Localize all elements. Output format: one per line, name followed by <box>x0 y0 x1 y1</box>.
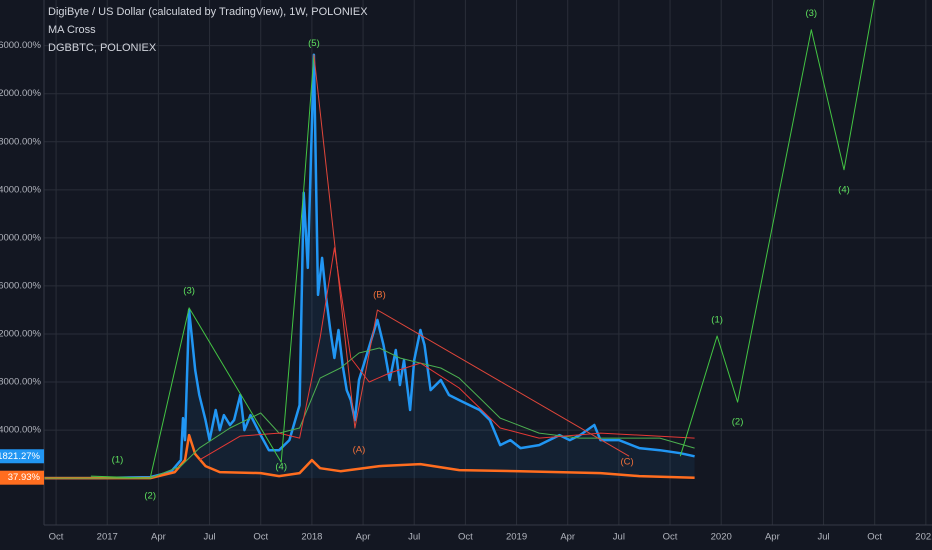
x-tick-label: Apr <box>151 532 166 543</box>
y-tick-label: 4000.00% <box>0 425 42 436</box>
wave-label: (C) <box>620 457 633 468</box>
wave-label: (4) <box>275 462 287 473</box>
x-tick-label: Jul <box>408 532 420 543</box>
wave-label: (1) <box>112 455 124 466</box>
x-tick-label: Apr <box>560 532 575 543</box>
y-tick-label: 20000.00% <box>0 232 42 243</box>
price-tag <box>0 449 44 464</box>
y-tick-label: 12000.00% <box>0 328 42 339</box>
area <box>44 54 695 479</box>
price-tag <box>0 470 44 485</box>
wave-label: (3) <box>805 8 817 19</box>
x-tick-label: Jul <box>613 532 625 543</box>
plot-area: (1) (2) (3) (4) (5) (A) (B) (C) (1) (2) (3) (4) <box>44 0 875 502</box>
line <box>44 347 695 479</box>
wave-label: (3) <box>183 285 195 296</box>
wave-label: (4) <box>838 184 850 195</box>
wave-label: (B) <box>373 289 386 300</box>
x-tick-label: Apr <box>356 532 371 543</box>
y-axis-strip <box>0 0 44 550</box>
y-tick-label: 32000.00% <box>0 88 42 99</box>
y-tick-label: 8000.00% <box>0 377 42 388</box>
x-tick-label: Oct <box>253 532 268 543</box>
x-tick-label: 2017 <box>97 532 118 543</box>
x-tick-label: Jul <box>817 532 829 543</box>
y-tick-label: 36000.00% <box>0 40 42 51</box>
line <box>313 54 630 457</box>
line <box>44 53 695 480</box>
chart-title: DigiByte / US Dollar (calculated by Trad… <box>48 6 368 18</box>
line <box>90 54 315 479</box>
x-tick-label: Oct <box>663 532 678 543</box>
compare-symbol: DGBBTC, POLONIEX <box>48 42 157 54</box>
x-tick-label: Jul <box>203 532 215 543</box>
wave-label: (A) <box>353 445 366 456</box>
wave-label: (1) <box>711 314 723 325</box>
wave-label: (2) <box>732 417 744 428</box>
x-tick-label: Oct <box>458 532 473 543</box>
x-tick-label: 2020 <box>711 532 732 543</box>
indicator-label: MA Cross <box>48 24 96 36</box>
wave-label: (2) <box>144 491 156 502</box>
y-tick-label: 24000.00% <box>0 184 42 195</box>
axes: 4000.00% 8000.00% 12000.00% 16000.00% 20000.… <box>0 40 932 543</box>
x-tick-label: Apr <box>765 532 780 543</box>
x-tick-label: 2018 <box>301 532 322 543</box>
x-axis-strip <box>0 525 932 550</box>
line <box>199 247 695 461</box>
line <box>679 0 875 457</box>
y-tick-label: 28000.00% <box>0 136 42 147</box>
wave-label: (5) <box>308 38 320 49</box>
y-tick-label: 16000.00% <box>0 280 42 291</box>
x-tick-label: Oct <box>49 532 64 543</box>
line <box>44 433 695 480</box>
x-tick-label: Oct <box>867 532 882 543</box>
x-tick-label: 2019 <box>506 532 527 543</box>
price-tag-label: 37.93% <box>8 472 41 483</box>
price-tag-label: 1821.27% <box>0 451 41 462</box>
